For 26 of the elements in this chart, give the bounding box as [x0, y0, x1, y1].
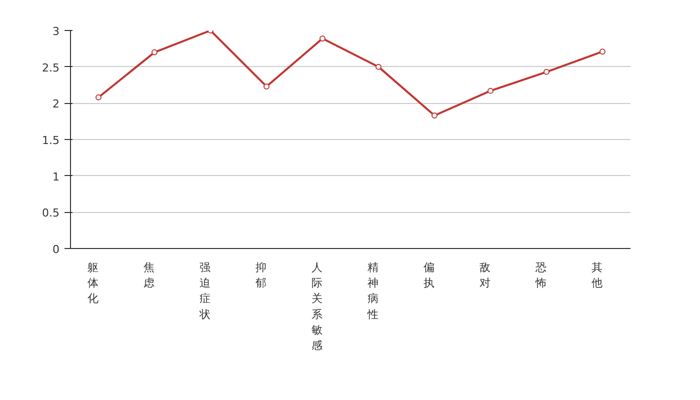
- y-tick-label: 0: [52, 243, 60, 256]
- point: [264, 83, 270, 90]
- point: [432, 112, 438, 119]
- x-tick-label: 强迫症状: [198, 261, 210, 321]
- point: [600, 48, 606, 55]
- y-tick-label: 2.5: [42, 61, 60, 74]
- x-tick-label: 恐怖: [534, 261, 546, 290]
- x-tick-label: 焦虑: [144, 261, 154, 290]
- x-tick-label: 躯体化: [88, 261, 98, 306]
- x-tick-label: 偏执: [424, 261, 434, 290]
- x-tick-label: 其他: [592, 261, 602, 290]
- x-tick-label: 精神病性: [366, 261, 378, 321]
- point: [320, 36, 326, 42]
- point: [544, 68, 550, 75]
- y-tick-label: 2: [52, 98, 60, 111]
- y-tick-label: 0.5: [42, 206, 60, 220]
- point: [376, 64, 382, 70]
- y-tick-label: 1: [52, 170, 60, 184]
- point: [96, 94, 102, 100]
- point: [488, 88, 494, 94]
- y-tick-label: 3: [52, 25, 60, 38]
- x-tick-label: 人际关系敏感: [312, 261, 322, 352]
- x-tick-label: 抑郁: [256, 261, 266, 290]
- x-tick-label: 敌对: [480, 261, 490, 290]
- y-tick-label: 1.5: [42, 134, 60, 147]
- point: [152, 49, 158, 56]
